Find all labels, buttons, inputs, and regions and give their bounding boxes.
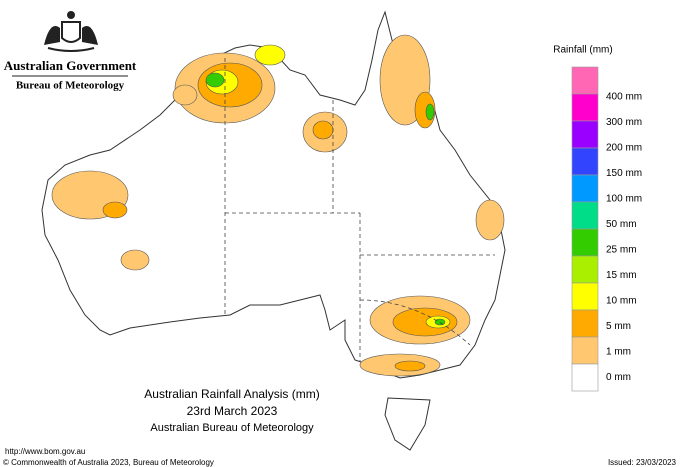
legend-label: 25 mm bbox=[606, 245, 637, 256]
legend-label: 100 mm bbox=[606, 194, 642, 205]
state-borders bbox=[224, 58, 495, 362]
legend-label: 10 mm bbox=[606, 296, 637, 307]
legend-swatch bbox=[571, 363, 599, 392]
map-source: Australian Bureau of Meteorology bbox=[150, 422, 314, 434]
legend-swatch bbox=[571, 93, 599, 122]
legend-swatch bbox=[571, 120, 599, 149]
legend-label: 5 mm bbox=[606, 321, 631, 332]
government-name: Australian Government bbox=[4, 58, 137, 73]
footer-issued: Issued: 23/03/2023 bbox=[608, 458, 677, 467]
legend-swatch bbox=[571, 228, 599, 257]
land bbox=[41, 10, 506, 451]
legend-label: 1 mm bbox=[606, 347, 631, 358]
legend-label: 200 mm bbox=[606, 143, 642, 154]
legend-label: 0 mm bbox=[606, 372, 631, 383]
legend-swatch bbox=[571, 174, 599, 203]
footer-url: http://www.bom.gov.au bbox=[5, 447, 85, 456]
legend-title: Rainfall (mm) bbox=[553, 45, 612, 56]
map-title: Australian Rainfall Analysis (mm) bbox=[144, 387, 319, 401]
agency-name: Bureau of Meteorology bbox=[16, 80, 125, 92]
legend-label: 400 mm bbox=[606, 92, 642, 103]
legend-label: 15 mm bbox=[606, 270, 637, 281]
map-date: 23rd March 2023 bbox=[187, 404, 278, 418]
legend-swatch bbox=[571, 309, 599, 338]
footer-copyright: © Commonwealth of Australia 2023, Bureau… bbox=[3, 458, 214, 467]
legend-swatch bbox=[571, 336, 599, 365]
legend-swatch bbox=[571, 201, 599, 230]
legend-swatch bbox=[571, 282, 599, 311]
legend: 400 mm 300 mm 200 mm 150 mm 100 mm 50 mm 25 mm… bbox=[571, 66, 642, 392]
legend-label: 300 mm bbox=[606, 117, 642, 128]
legend-swatch bbox=[571, 255, 599, 284]
legend-label: 50 mm bbox=[606, 219, 637, 230]
legend-swatch bbox=[571, 66, 599, 95]
legend-swatch bbox=[571, 147, 599, 176]
legend-label: 150 mm bbox=[606, 168, 642, 179]
crest bbox=[44, 11, 98, 52]
